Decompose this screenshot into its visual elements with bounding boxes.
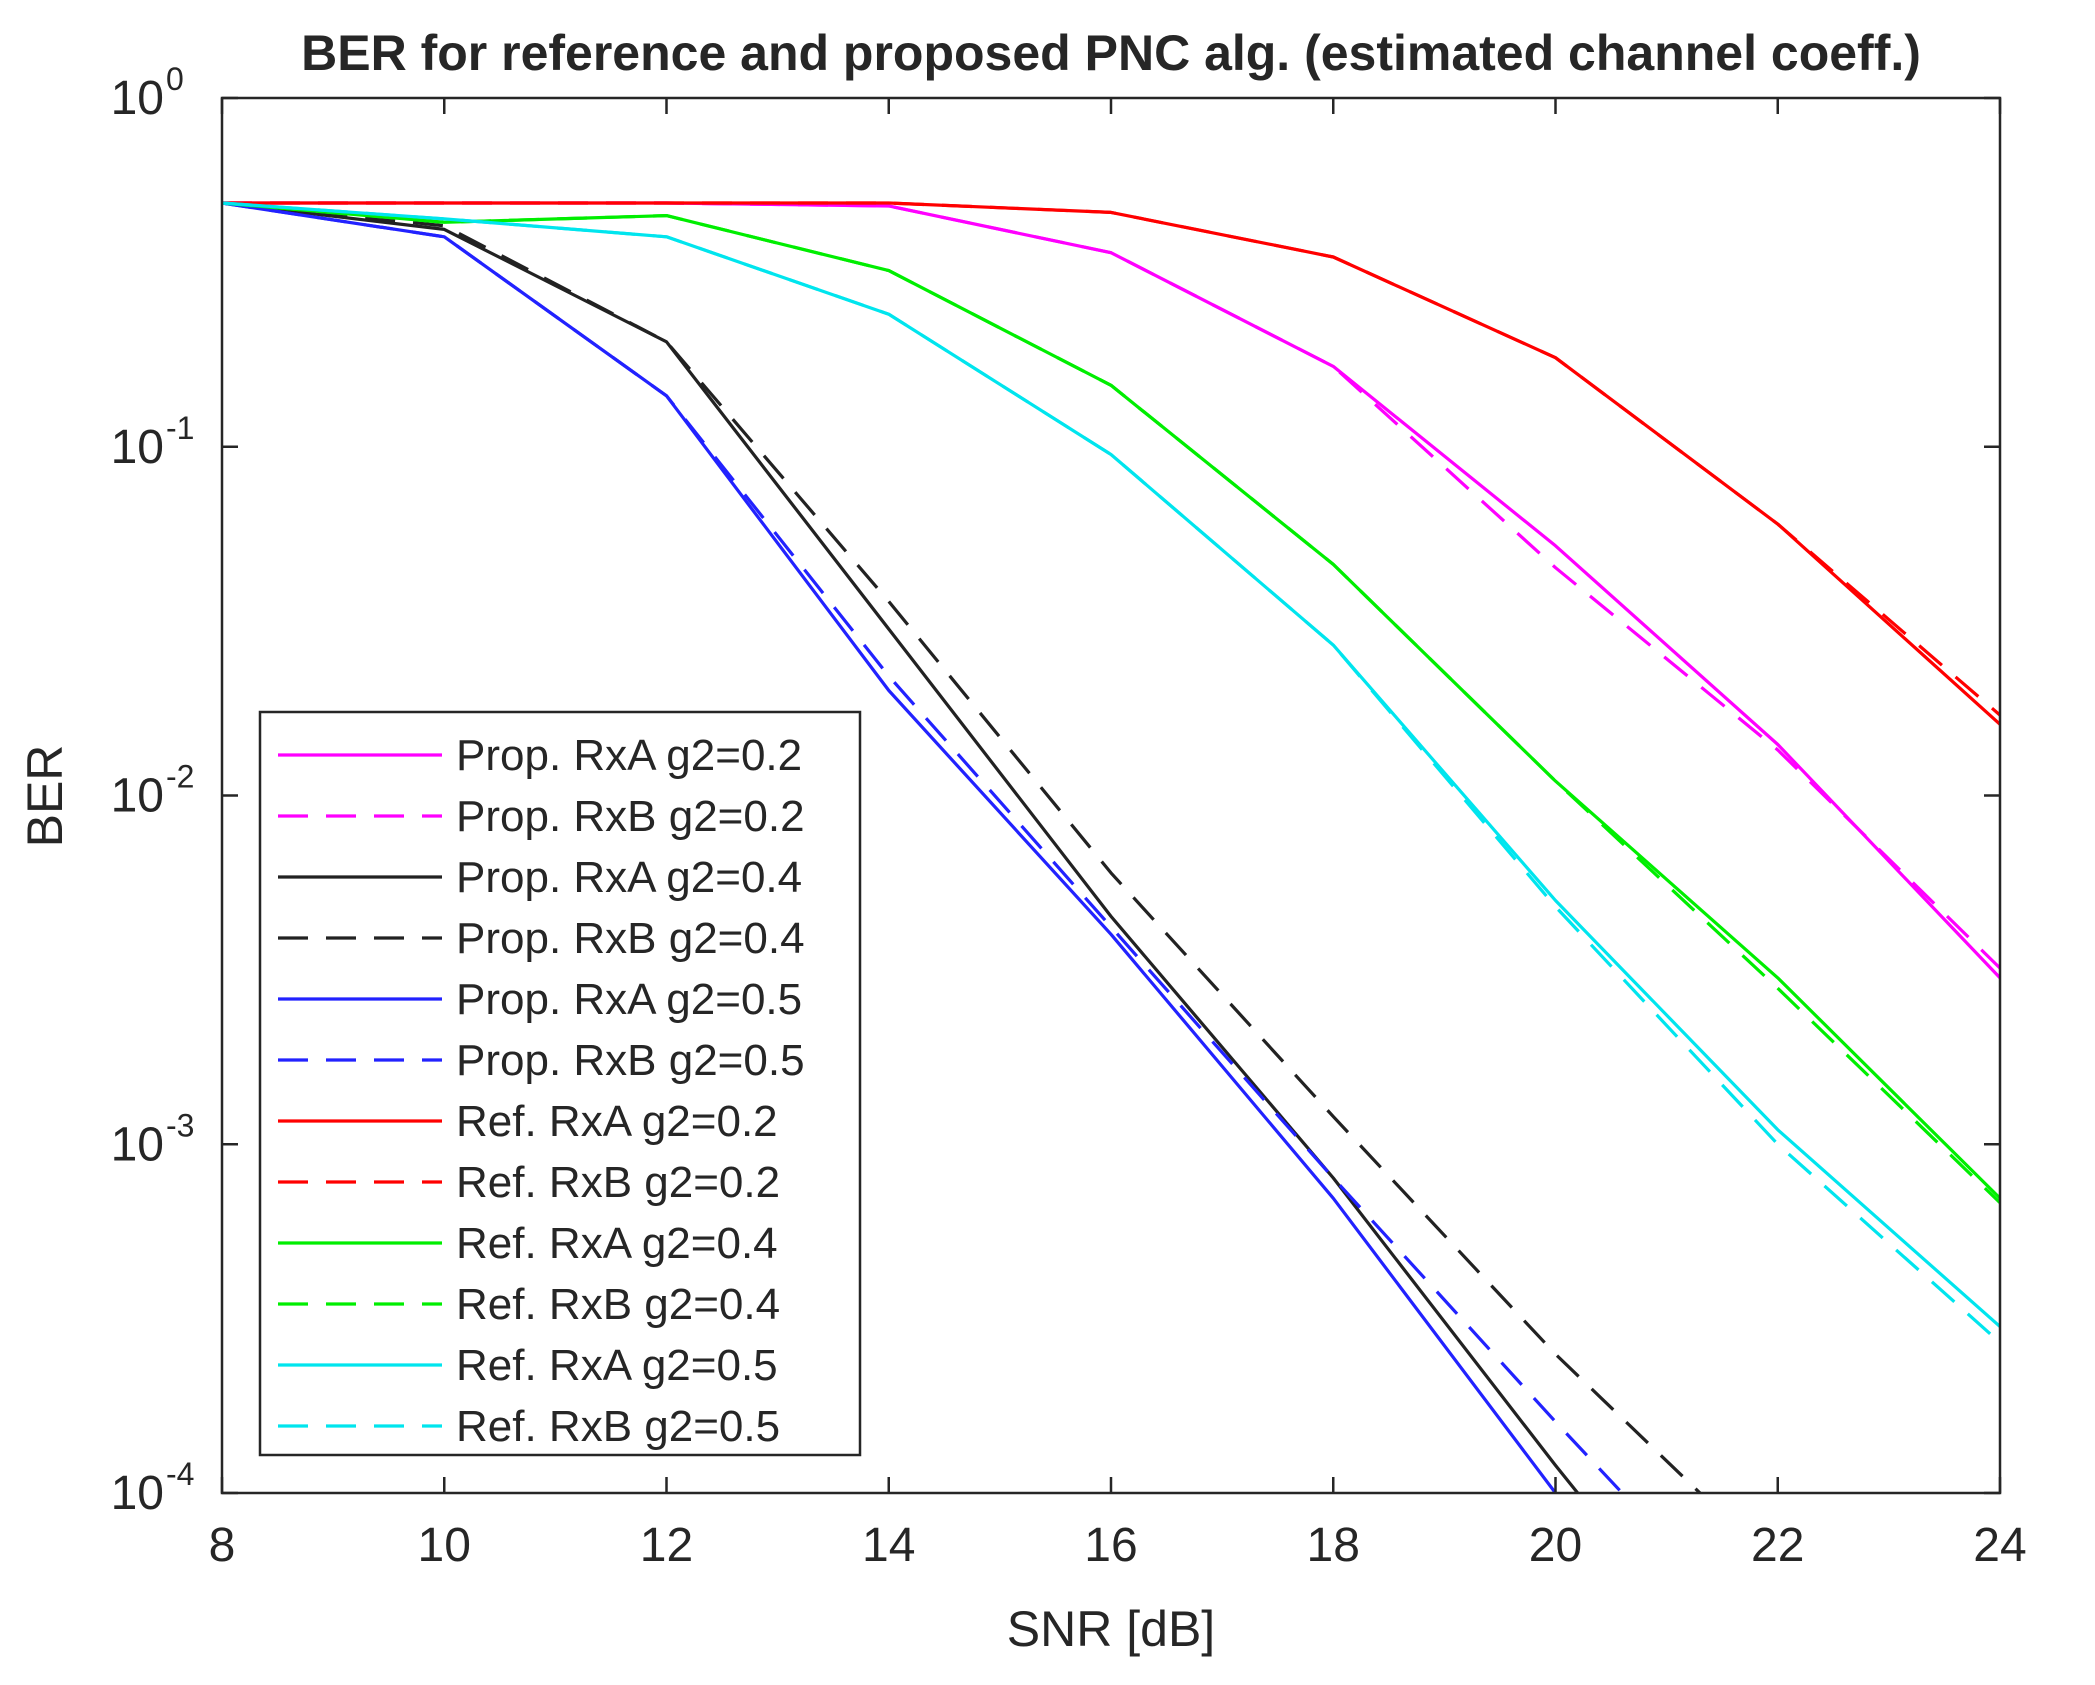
chart-title: BER for reference and proposed PNC alg. …	[301, 25, 1921, 81]
y-tick-label: 10	[111, 72, 164, 125]
series-line-5	[221, 201, 1557, 1494]
x-tick-label: 24	[1973, 1519, 2026, 1572]
x-tick-label: 16	[1084, 1519, 1137, 1572]
legend-label-4: Prop. RxB g2=0.4	[456, 914, 805, 963]
series-line-8	[222, 201, 2002, 717]
x-tick-label: 10	[418, 1519, 471, 1572]
x-tick-label: 8	[209, 1519, 236, 1572]
series-line-10	[221, 201, 2002, 1204]
y-tick-label: 10	[111, 1118, 164, 1171]
y-tick-exponent: -2	[166, 759, 194, 795]
legend-label-12: Ref. RxB g2=0.5	[456, 1402, 780, 1451]
x-tick-label: 22	[1751, 1519, 1804, 1572]
series-line-6	[221, 201, 1624, 1495]
legend-label-8: Ref. RxB g2=0.2	[456, 1158, 780, 1207]
legend-label-5: Prop. RxA g2=0.5	[456, 975, 802, 1024]
y-tick-label: 10	[111, 770, 164, 823]
y-tick-exponent: -1	[166, 410, 194, 446]
legend-label-3: Prop. RxA g2=0.4	[456, 853, 802, 902]
x-tick-label: 12	[640, 1519, 693, 1572]
legend-label-10: Ref. RxB g2=0.4	[456, 1280, 780, 1329]
y-tick-label: 10	[111, 1467, 164, 1520]
legend: Prop. RxA g2=0.2 Prop. RxB g2=0.2 Prop. Rx…	[258, 710, 862, 1457]
legend-label-7: Ref. RxA g2=0.2	[456, 1097, 778, 1146]
y-tick-exponent: -3	[166, 1107, 194, 1143]
legend-label-2: Prop. RxB g2=0.2	[456, 792, 805, 841]
series-line-12	[221, 201, 2002, 1344]
y-tick-label: 10	[111, 421, 164, 474]
x-tick-label: 14	[862, 1519, 915, 1572]
y-tick-exponent: 0	[166, 61, 184, 97]
legend-label-6: Prop. RxB g2=0.5	[456, 1036, 805, 1085]
legend-label-11: Ref. RxA g2=0.5	[456, 1341, 778, 1390]
series-line-4	[221, 201, 1702, 1495]
legend-label-9: Ref. RxA g2=0.4	[456, 1219, 778, 1268]
y-tick-exponent: -4	[166, 1456, 194, 1492]
plot-frame	[220, 96, 2002, 1495]
series-layer	[221, 201, 2002, 1495]
legend-label-1: Prop. RxA g2=0.2	[456, 731, 802, 780]
x-axis-label: SNR [dB]	[1007, 1601, 1215, 1657]
x-tick-label: 20	[1529, 1519, 1582, 1572]
series-line-3	[221, 201, 1579, 1495]
x-tick-label: 18	[1307, 1519, 1360, 1572]
y-axis-label: BER	[17, 745, 73, 848]
legend-box	[258, 710, 862, 1457]
